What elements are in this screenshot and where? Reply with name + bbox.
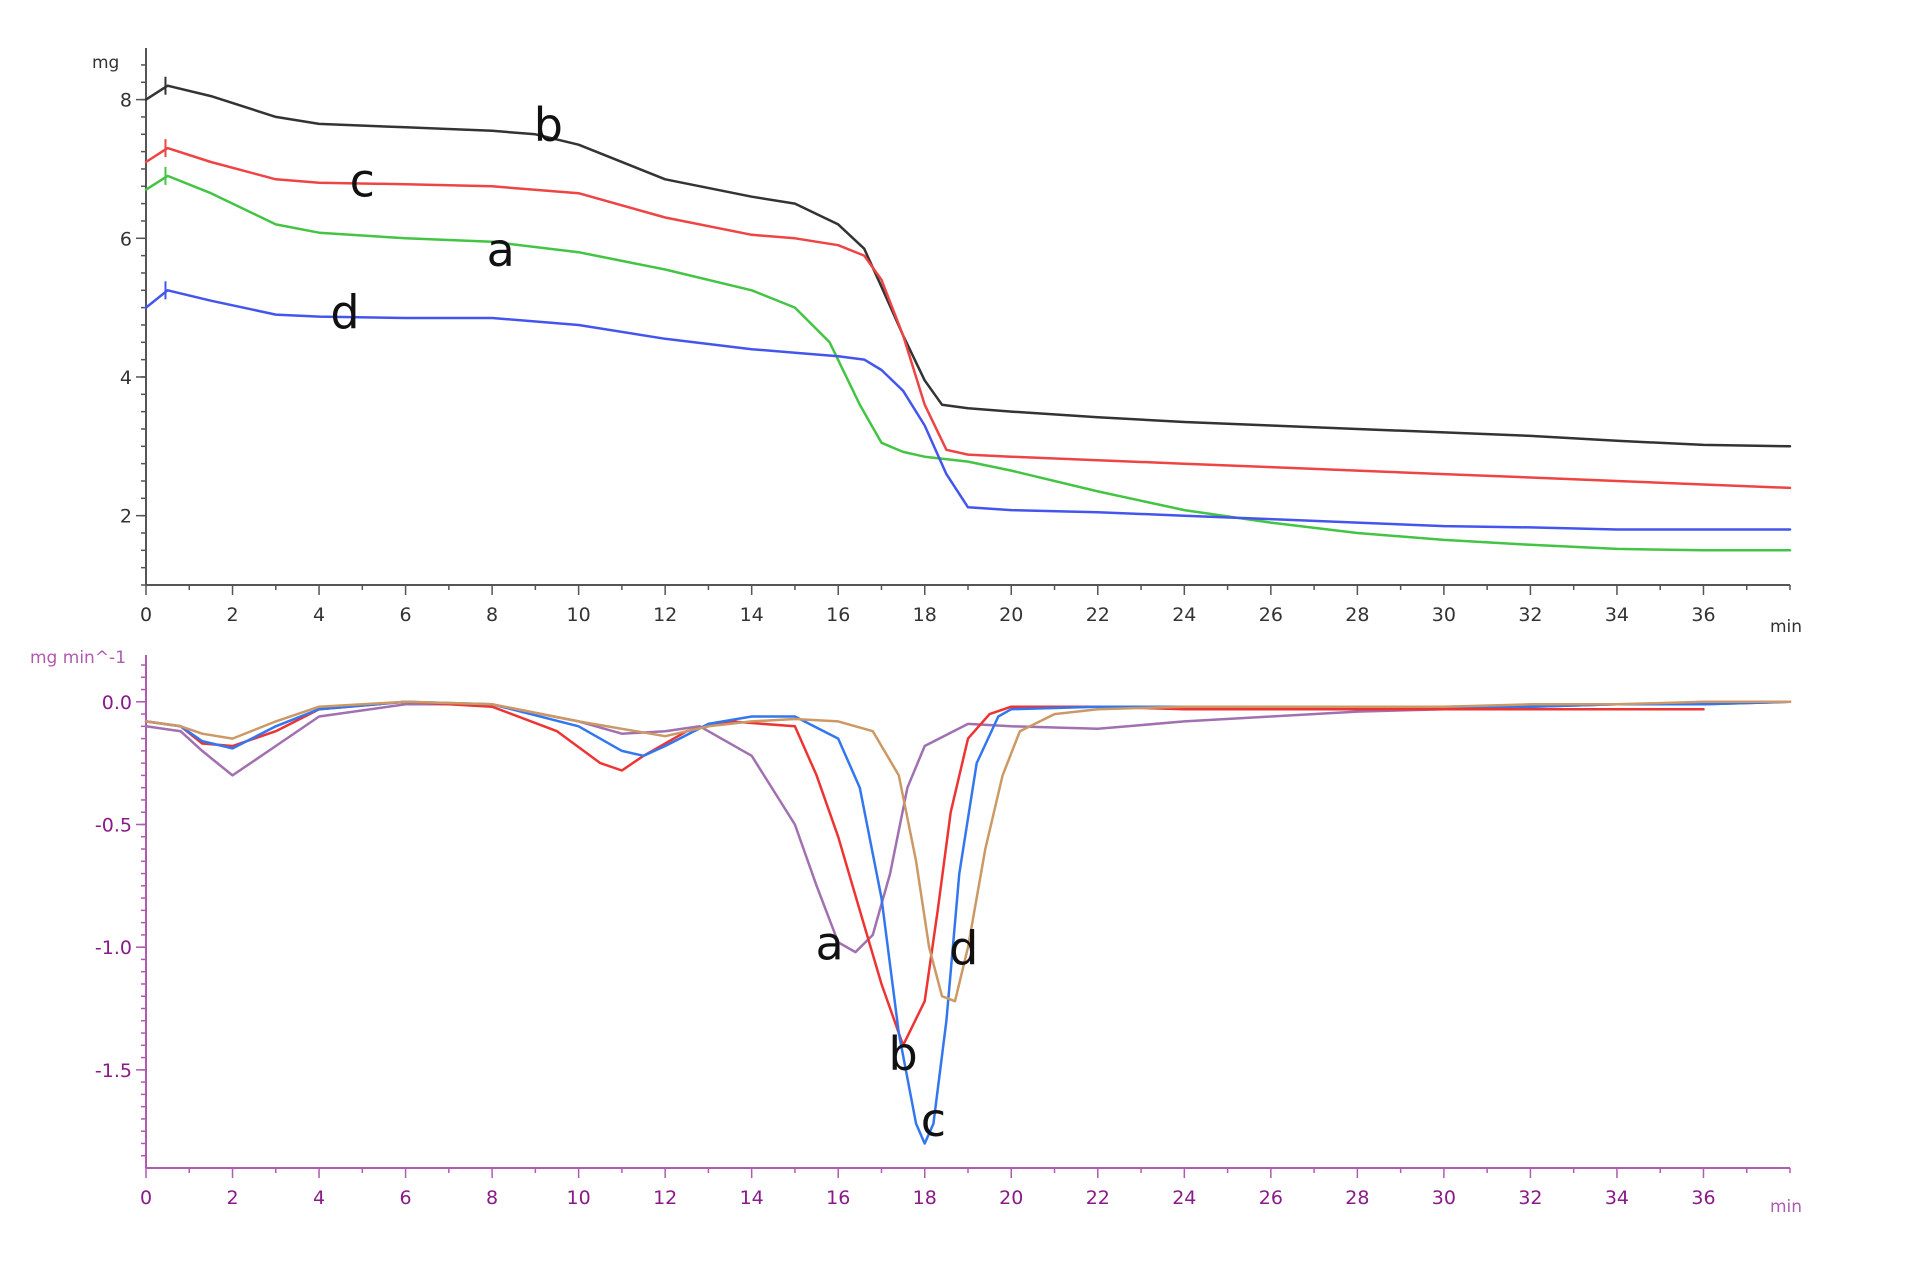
tga-y-tick-label: 8 xyxy=(120,90,132,112)
tga-x-tick-label: 2 xyxy=(226,604,238,626)
dtg-series-b xyxy=(144,700,1705,1047)
tga-x-tick-label: 26 xyxy=(1259,604,1283,626)
dtg-x-tick-label: 30 xyxy=(1432,1187,1456,1209)
dtg-x-tick-label: 14 xyxy=(740,1187,764,1209)
tga-x-unit-label: min xyxy=(1770,617,1802,637)
dtg-series-d xyxy=(144,700,1792,1003)
dtg-panel: mg min^-1 min 0 2 4 6 8 10 12 14 16 18 20 22 24 26 28 3… xyxy=(30,648,1802,1217)
tga-curve-label-c: c xyxy=(350,154,375,208)
dtg-x-tick-label: 12 xyxy=(653,1187,677,1209)
dtg-curve-label-b: b xyxy=(889,1027,918,1081)
dtg-x-tick-label: 2 xyxy=(226,1187,238,1209)
dtg-x-tick-label: 32 xyxy=(1518,1187,1542,1209)
tga-x-tick-label: 10 xyxy=(567,604,591,626)
tga-panel: mg min 0 2 4 6 8 10 12 14 16 18 20 22 24 26 28 30 32 34 36… xyxy=(92,48,1802,637)
tga-x-tick-label: 18 xyxy=(913,604,937,626)
tga-x-tick-label: 28 xyxy=(1345,604,1369,626)
dtg-x-tick-label: 0 xyxy=(140,1187,152,1209)
tga-series-d xyxy=(144,289,1792,531)
dtg-x-tick-label: 36 xyxy=(1691,1187,1715,1209)
dtg-x-tick-label: 10 xyxy=(567,1187,591,1209)
dtg-x-tick-label: 24 xyxy=(1172,1187,1196,1209)
dtg-y-tick-label: -1.0 xyxy=(95,937,132,959)
tga-curve-label-d: d xyxy=(330,285,359,339)
tga-x-tick-label: 20 xyxy=(999,604,1023,626)
dtg-series-a xyxy=(144,700,1792,954)
dtg-x-tick-label: 6 xyxy=(400,1187,412,1209)
tga-x-tick-label: 14 xyxy=(740,604,764,626)
tga-curve-label-a: a xyxy=(487,223,515,277)
dtg-x-unit-label: min xyxy=(1770,1197,1802,1217)
tga-x-tick-label: 36 xyxy=(1691,604,1715,626)
dtg-y-tick-label: 0.0 xyxy=(102,692,132,714)
dtg-x-tick-label: 4 xyxy=(313,1187,325,1209)
dtg-x-tick-label: 26 xyxy=(1259,1187,1283,1209)
tga-x-tick-label: 4 xyxy=(313,604,325,626)
dtg-x-tick-label: 22 xyxy=(1086,1187,1110,1209)
dtg-curve-label-c: c xyxy=(921,1093,946,1147)
tga-x-tick-label: 16 xyxy=(826,604,850,626)
dtg-y-tick-label: -1.5 xyxy=(95,1060,132,1082)
tga-x-tick-label: 6 xyxy=(400,604,412,626)
tga-y-tick-label: 6 xyxy=(120,228,132,250)
dtg-y-unit-label: mg min^-1 xyxy=(30,648,126,668)
dtg-curve-label-d: d xyxy=(949,921,978,975)
dtg-x-tick-label: 20 xyxy=(999,1187,1023,1209)
tga-x-tick-label: 0 xyxy=(140,604,152,626)
tga-x-tick-label: 34 xyxy=(1605,604,1629,626)
tga-y-tick-label: 2 xyxy=(120,506,132,528)
dtg-curve-label-a: a xyxy=(815,916,843,970)
tga-x-tick-label: 8 xyxy=(486,604,498,626)
tga-x-tick-label: 12 xyxy=(653,604,677,626)
dtg-x-tick-label: 34 xyxy=(1605,1187,1629,1209)
tga-series-a xyxy=(144,174,1792,552)
dtg-y-tick-label: -0.5 xyxy=(95,814,132,836)
tga-y-tick-label: 4 xyxy=(120,367,132,389)
tga-x-tick-label: 30 xyxy=(1432,604,1456,626)
tga-curve-label-b: b xyxy=(534,98,563,152)
tga-x-tick-label: 22 xyxy=(1086,604,1110,626)
dtg-x-tick-label: 28 xyxy=(1345,1187,1369,1209)
tga-x-tick-label: 32 xyxy=(1518,604,1542,626)
tga-series-b xyxy=(144,84,1792,448)
dtg-x-tick-label: 8 xyxy=(486,1187,498,1209)
tga-x-tick-label: 24 xyxy=(1172,604,1196,626)
tga-y-unit-label: mg xyxy=(92,53,119,73)
tga-series-c xyxy=(144,146,1792,490)
dtg-x-tick-label: 16 xyxy=(826,1187,850,1209)
dtg-x-tick-label: 18 xyxy=(913,1187,937,1209)
